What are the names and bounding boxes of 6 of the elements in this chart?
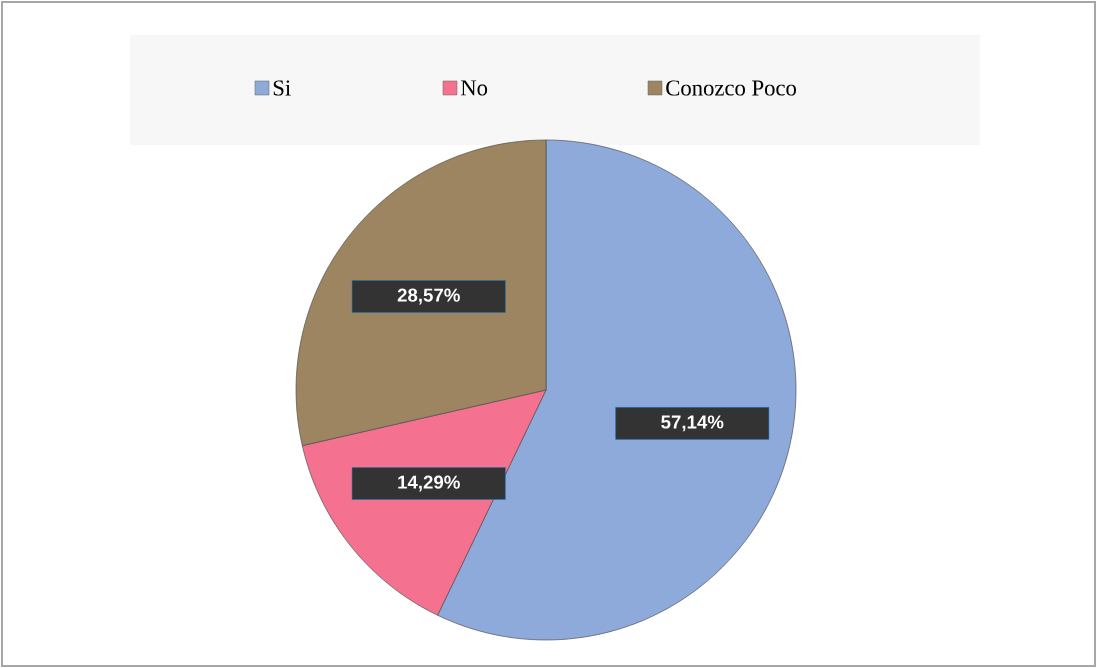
- legend-label: Conozco Poco: [666, 80, 796, 96]
- legend-label: No: [460, 80, 488, 96]
- data-label: 57,14%: [661, 415, 724, 432]
- data-label: 14,29%: [398, 475, 460, 492]
- data-label: 28,57%: [397, 288, 460, 305]
- legend-label: Si: [273, 80, 291, 96]
